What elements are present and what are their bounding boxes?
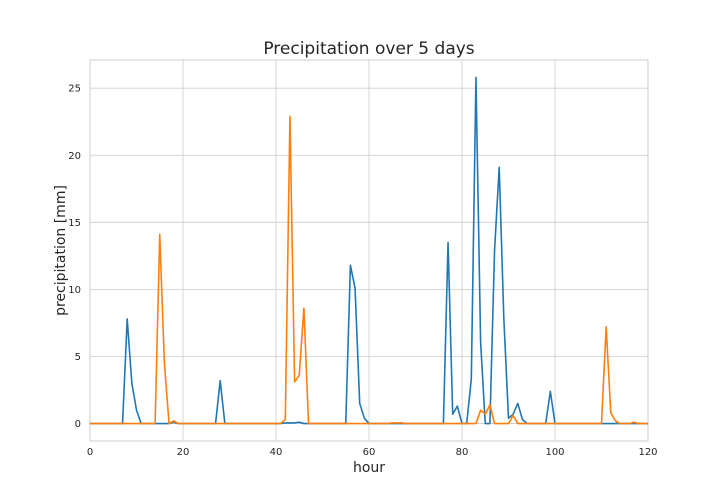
- y-tick-label: 15: [68, 218, 81, 229]
- x-tick-label: 40: [270, 447, 283, 458]
- series-layer: [90, 76, 648, 425]
- x-tick-labels: 0 20 40 60 80 100 120: [87, 447, 658, 458]
- y-tick-label: 5: [75, 352, 81, 363]
- x-tick-label: 80: [456, 447, 469, 458]
- x-tick-label: 0: [87, 447, 93, 458]
- x-tick-label: 100: [545, 447, 564, 458]
- y-axis-label: precipitation [mm]: [53, 185, 69, 316]
- y-tick-label: 25: [68, 84, 81, 95]
- x-tick-label: 20: [177, 447, 190, 458]
- plot-frame: [89, 59, 649, 442]
- x-tick-label: 120: [638, 447, 657, 458]
- y-tick-label: 10: [68, 285, 81, 296]
- x-axis-label: hour: [353, 460, 385, 476]
- y-tick-label: 20: [68, 151, 81, 162]
- series-line-2: [90, 115, 648, 425]
- x-tick-label: 60: [363, 447, 376, 458]
- chart-title: Precipitation over 5 days: [263, 39, 474, 59]
- y-tick-label: 0: [75, 419, 81, 430]
- y-tick-labels: 0 5 10 15 20 25: [68, 84, 81, 430]
